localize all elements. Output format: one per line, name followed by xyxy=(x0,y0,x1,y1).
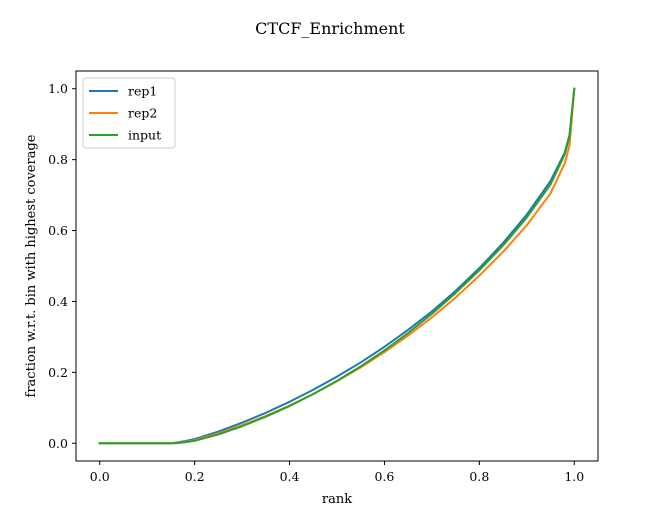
x-tick-label: 0.6 xyxy=(375,469,395,484)
y-tick-label: 0.0 xyxy=(48,436,68,451)
y-tick-label: 0.8 xyxy=(48,152,68,167)
y-tick-label: 0.2 xyxy=(48,365,68,380)
y-tick-label: 1.0 xyxy=(48,81,68,96)
x-tick-label: 0.0 xyxy=(90,469,110,484)
x-tick-label: 1.0 xyxy=(564,469,584,484)
x-axis-ticks: 0.0 0.2 0.4 0.6 0.8 1.0 xyxy=(90,461,584,484)
legend-box xyxy=(82,77,176,149)
y-axis-label: fraction w.r.t. bin with highest coverag… xyxy=(24,134,39,397)
y-tick-label: 0.6 xyxy=(48,223,68,238)
series-line-input xyxy=(98,87,576,445)
legend: rep1 rep2 input xyxy=(82,77,176,149)
legend-label-rep2: rep2 xyxy=(128,106,157,121)
series-lines xyxy=(98,87,576,445)
x-axis-label: rank xyxy=(322,492,352,507)
y-axis-ticks: 0.0 0.2 0.4 0.6 0.8 1.0 xyxy=(48,81,76,451)
chart-title: CTCF_Enrichment xyxy=(255,19,405,38)
x-tick-label: 0.4 xyxy=(280,469,300,484)
x-tick-label: 0.8 xyxy=(469,469,489,484)
legend-label-rep1: rep1 xyxy=(128,84,157,99)
legend-label-input: input xyxy=(128,128,161,143)
x-tick-label: 0.2 xyxy=(185,469,205,484)
plot-frame xyxy=(75,70,599,462)
y-tick-label: 0.4 xyxy=(48,294,68,309)
